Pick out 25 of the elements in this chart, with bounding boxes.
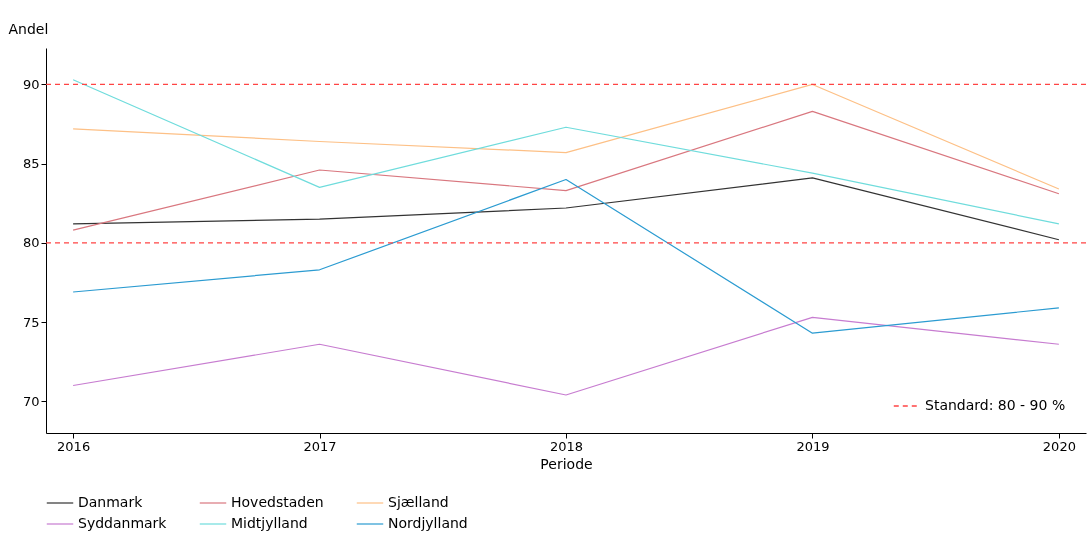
x-tick-label: 2016 <box>57 438 91 454</box>
legend-label: Syddanmark <box>78 515 168 531</box>
line-series <box>72 177 1060 241</box>
y-tick-label: 80 <box>22 235 40 251</box>
line-series <box>72 83 1060 190</box>
x-axis-title: Periode <box>540 455 593 472</box>
x-tick-label: 2017 <box>303 438 337 454</box>
legend-label: Danmark <box>78 494 144 510</box>
x-tick-label: 2018 <box>549 438 584 454</box>
legend-label: Midtjylland <box>231 515 308 531</box>
line-series <box>72 110 1060 231</box>
legend-label: Nordjylland <box>388 515 468 531</box>
y-tick-label: 90 <box>22 76 40 92</box>
line-series <box>72 79 1060 225</box>
legend-label: Sjælland <box>388 494 449 510</box>
legend-label: Hovedstaden <box>231 494 324 510</box>
y-tick-label: 70 <box>22 393 40 409</box>
y-tick-label: 85 <box>22 156 40 172</box>
line-series <box>72 178 1060 334</box>
x-tick-label: 2019 <box>796 438 830 454</box>
line-series <box>72 316 1060 396</box>
y-axis-title: Andel <box>8 20 49 37</box>
legend-label: Standard: 80 - 90 % <box>925 397 1066 413</box>
x-tick-label: 2020 <box>1042 438 1076 454</box>
y-tick-label: 75 <box>22 314 40 330</box>
